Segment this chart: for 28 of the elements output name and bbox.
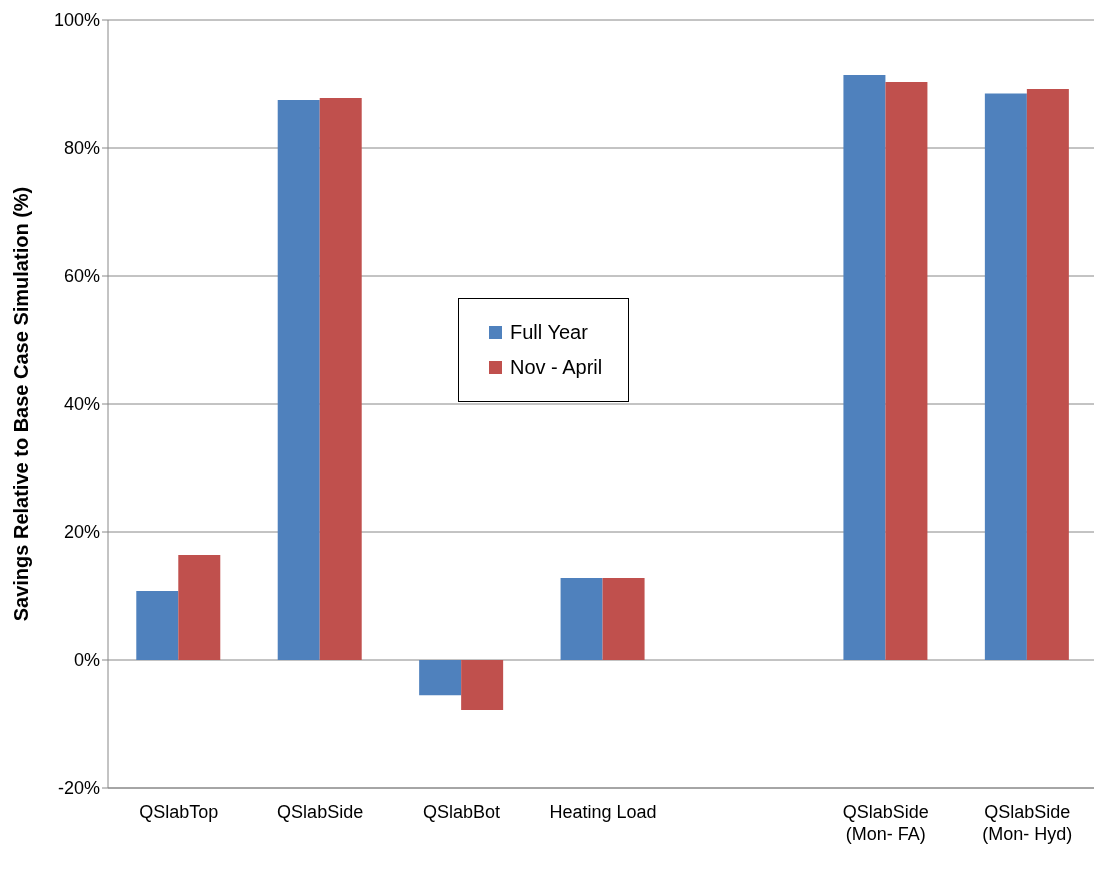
x-tick-label: QSlabSide (Mon- FA) — [842, 802, 929, 844]
x-tick-label: QSlabSide (Mon- Hyd) — [982, 802, 1073, 844]
y-tick-label: 60% — [63, 266, 100, 287]
y-axis-title: Savings Relative to Base Case Simulation (%) — [10, 186, 33, 622]
x-tick-label: QSlabBot — [423, 802, 501, 822]
y-tick-label: -20% — [57, 778, 100, 799]
x-tick-label: QSlabTop — [139, 802, 219, 822]
bar — [277, 100, 320, 660]
x-tick-label: Heating Load — [549, 802, 657, 822]
y-tick-label: 20% — [63, 522, 100, 543]
y-tick-label: 0% — [73, 650, 100, 671]
bar — [1026, 89, 1069, 660]
bar — [984, 93, 1027, 660]
bar — [560, 578, 603, 660]
bar — [319, 98, 362, 660]
bar — [136, 590, 179, 660]
bar — [885, 82, 928, 660]
legend-label: Full Year — [510, 321, 588, 344]
bar — [602, 578, 645, 660]
bar — [178, 555, 221, 660]
bar — [843, 75, 886, 660]
y-tick-label: 40% — [63, 394, 100, 415]
bar — [461, 660, 504, 710]
x-tick-label: QSlabSide — [277, 802, 364, 822]
bar — [419, 660, 462, 696]
y-tick-label: 100% — [53, 10, 100, 31]
legend-label: Nov - April — [510, 356, 603, 379]
y-tick-label: 80% — [63, 138, 100, 159]
